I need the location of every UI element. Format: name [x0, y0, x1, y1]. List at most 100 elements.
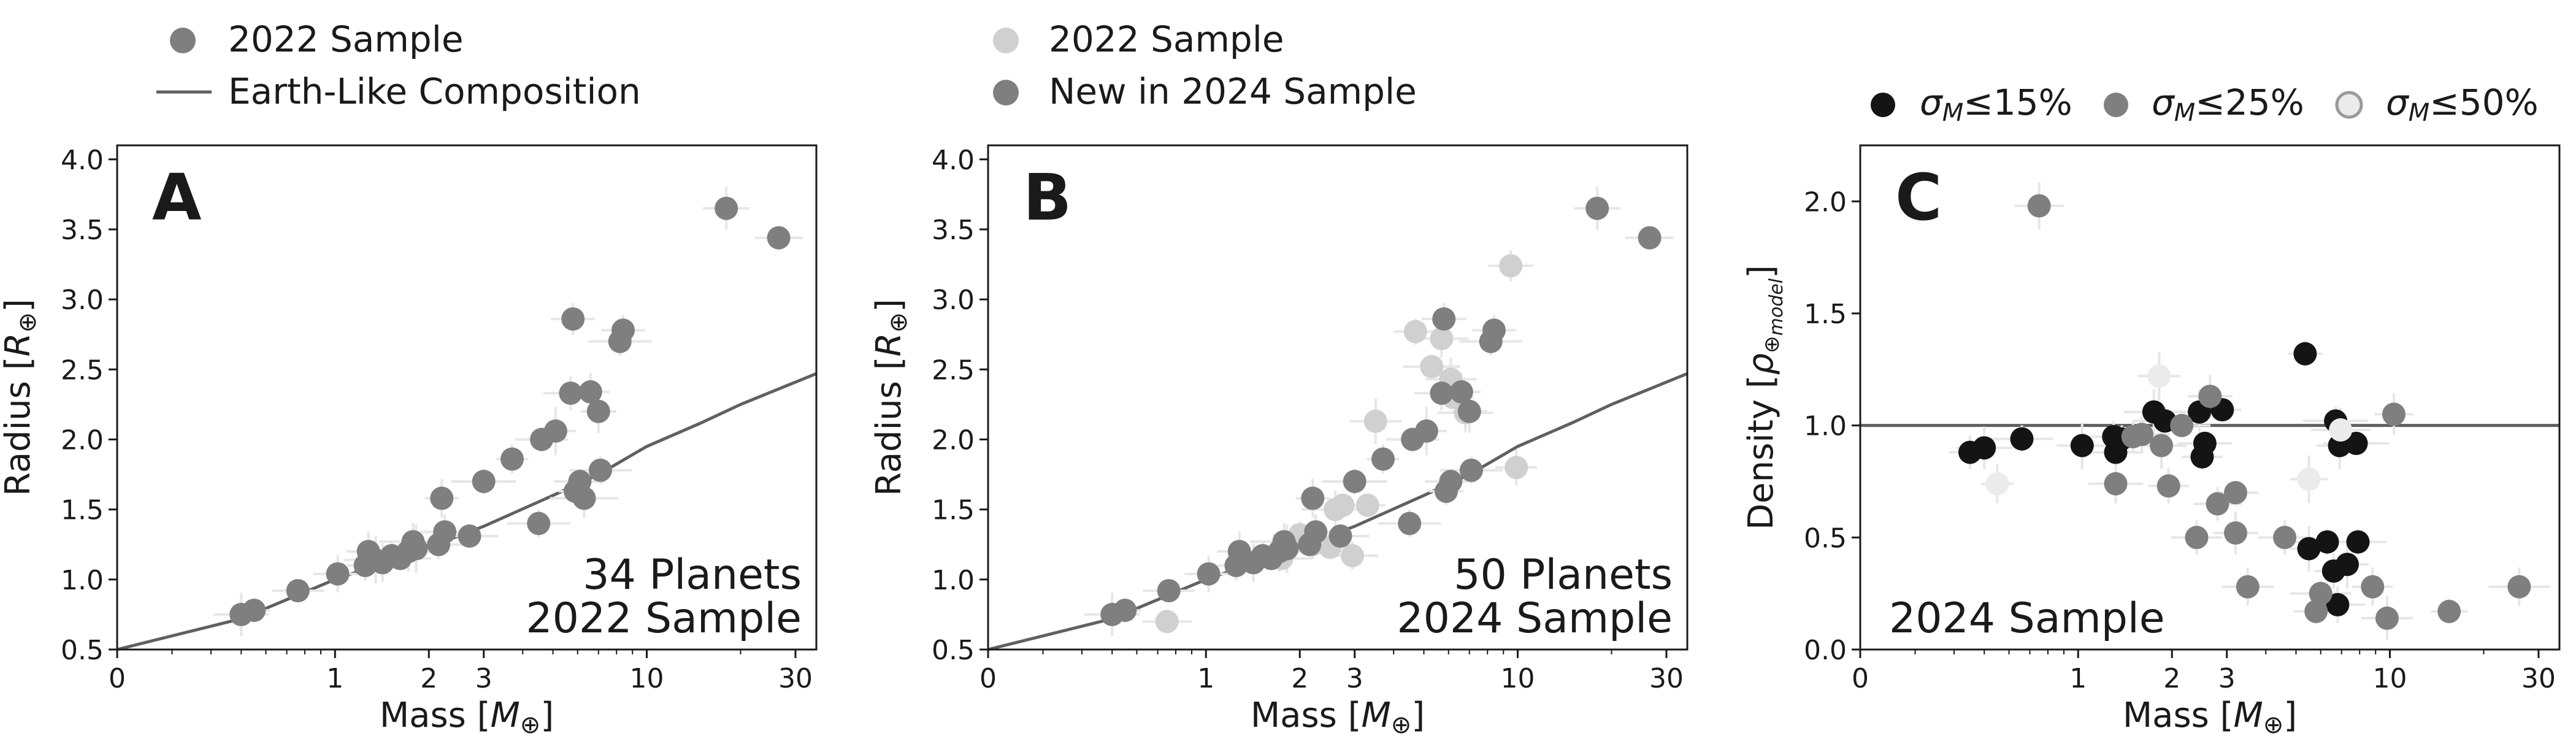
panel-c-annotation: 2024 Sample: [1889, 594, 2165, 643]
panel-c-yticks: 0.0 0.5 1.0 1.5 2.0: [1804, 186, 1860, 666]
data-point: [2147, 364, 2171, 388]
data-point: [286, 579, 310, 603]
data-point: [2027, 194, 2051, 218]
data-point: [2156, 474, 2180, 498]
panel-c-xtick-label: 3: [2218, 663, 2236, 694]
panel-c-ytick-label: 0.5: [1804, 523, 1847, 554]
panel-a-xtick-label: 3: [475, 663, 493, 694]
legend-b-new-marker: [993, 80, 1019, 105]
data-point: [2382, 402, 2405, 426]
data-point: [1585, 196, 1609, 220]
panel-a-xticks: 0 1 2 3 10 30: [109, 650, 813, 694]
data-point: [1439, 470, 1463, 493]
panel-a-annotation-line1: 34 Planets: [583, 551, 802, 599]
panel-c-points-layer: [1949, 182, 2550, 640]
data-point: [2185, 526, 2209, 550]
data-point: [1343, 470, 1367, 493]
panel-a-xtick-label-zero: 0: [109, 663, 126, 694]
panel-a-ytick-label: 0.5: [61, 635, 104, 666]
data-point: [2293, 342, 2317, 366]
data-point: [543, 419, 567, 443]
data-point: [1157, 579, 1181, 603]
panel-b-xlabel: Mass [M⊕]: [1251, 696, 1425, 736]
panel-c-xtick-label-zero: 0: [1852, 663, 1869, 694]
panel-c-ytick-label: 1.0: [1804, 411, 1847, 442]
data-point: [364, 548, 388, 572]
panel-a-xtick-label: 10: [629, 663, 664, 694]
data-point: [2010, 427, 2034, 451]
panel-c-ytick-label: 2.0: [1804, 186, 1847, 218]
data-point: [1432, 307, 1456, 331]
panel-a-points-layer: [213, 186, 803, 637]
legend-a: 2022 Sample Earth-Like Composition: [156, 18, 641, 112]
legend-a-sample-marker: [170, 28, 196, 53]
data-point: [2361, 575, 2385, 599]
data-point: [559, 381, 583, 405]
data-point: [2150, 434, 2173, 458]
data-point: [578, 380, 602, 404]
legend-c-s15-marker: [1871, 93, 1895, 117]
panel-a-annotation-line2: 2022 Sample: [526, 594, 802, 643]
panel-b-ytick-label: 2.0: [932, 425, 975, 456]
panel-c-xlabel: Mass [M⊕]: [2123, 696, 2297, 736]
data-point: [1113, 599, 1137, 623]
data-point: [2224, 521, 2247, 545]
data-point: [2297, 537, 2321, 561]
panel-b-letter: B: [1023, 160, 1071, 235]
data-point: [2346, 530, 2370, 554]
panel-b: B 0 1 2 3 10 30 0.5 1.0 1.5 2.0 2.5 3.0 3.5 4.0 Mass…: [869, 144, 1689, 736]
data-point: [715, 196, 738, 220]
panel-c: C 0 1 2 3 10 30 0.0 0.5 1.0 1.5 2.0 Mass [M⊕] Den…: [1741, 144, 2561, 736]
data-point: [2326, 592, 2350, 616]
panel-c-frame: [1859, 144, 2561, 651]
legend-c-s50-label: σM≤50%: [2386, 82, 2539, 127]
data-point: [2297, 467, 2321, 491]
data-point: [2104, 472, 2128, 496]
data-point: [1459, 458, 1483, 482]
data-point: [2507, 575, 2531, 599]
panel-b-xtick-label-zero: 0: [979, 663, 997, 694]
legend-a-sample-label: 2022 Sample: [228, 18, 464, 60]
data-point: [1371, 447, 1395, 471]
panel-a-xlabel: Mass [M⊕]: [380, 696, 554, 736]
legend-b-sample-marker: [993, 28, 1019, 53]
data-point: [326, 562, 350, 586]
data-point: [2329, 418, 2353, 442]
panel-c-xtick-label: 2: [2163, 663, 2180, 694]
panel-a-ytick-label: 2.5: [61, 355, 104, 386]
data-point: [1197, 562, 1221, 586]
data-point: [2236, 575, 2260, 599]
panel-b-xtick-label: 30: [1649, 663, 1684, 694]
panel-a-ytick-label: 1.5: [61, 495, 104, 526]
data-point: [458, 524, 481, 548]
legend-b-new-label: New in 2024 Sample: [1049, 71, 1417, 112]
data-point: [767, 226, 791, 250]
legend-c-s15-label: σM≤15%: [1920, 82, 2072, 127]
data-point: [2336, 553, 2359, 577]
data-point: [472, 470, 496, 493]
data-point: [1985, 472, 2009, 496]
panel-b-ytick-label: 0.5: [932, 635, 975, 666]
panel-b-frame: [987, 144, 1689, 651]
data-point: [588, 458, 612, 482]
data-point: [1499, 254, 1523, 278]
panel-c-xticks: 0 1 2 3 10 30: [1852, 650, 2556, 694]
legend-c-s50-marker: [2335, 91, 2363, 119]
panel-b-points-layer: [1084, 186, 1674, 637]
panel-c-xtick-label: 30: [2521, 663, 2556, 694]
data-point: [1430, 327, 1454, 351]
panel-a-ylabel: Radius [R⊕]: [0, 299, 42, 496]
panel-b-ytick-label: 1.5: [932, 495, 975, 526]
data-point: [2121, 424, 2145, 448]
data-point: [2344, 431, 2368, 455]
panel-b-annotation-line2: 2024 Sample: [1397, 594, 1673, 643]
panel-a-ytick-label: 3.5: [61, 215, 104, 246]
data-point: [1155, 610, 1179, 634]
data-point: [1304, 520, 1328, 544]
panel-b-ytick-label: 3.5: [932, 215, 975, 246]
data-point: [2375, 606, 2399, 630]
data-point: [1398, 512, 1422, 535]
panel-b-ytick-label: 2.5: [932, 355, 975, 386]
data-point: [561, 307, 585, 331]
